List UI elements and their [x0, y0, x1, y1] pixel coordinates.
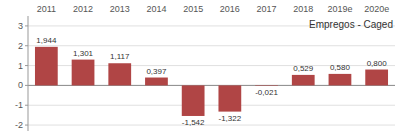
data-label: 0,529	[293, 64, 314, 73]
data-label: -0,021	[255, 88, 278, 97]
bar	[182, 85, 205, 116]
y-tick-label: 3	[18, 21, 23, 31]
bar	[329, 74, 352, 86]
bar	[35, 47, 58, 86]
data-label: 0,580	[330, 63, 351, 72]
grid-line	[28, 105, 395, 106]
chart-container: -2 -1 0 1 2 3 1,944 1,301 1,117 0,397 -1,542 -1,322…	[0, 0, 401, 137]
y-tick-label: -2	[15, 120, 23, 130]
y-tick-label: 1	[18, 61, 23, 71]
x-tick-label: 2020e	[364, 4, 389, 14]
x-tick-label: 2017	[257, 4, 277, 14]
bar	[292, 75, 315, 85]
x-tick-label: 2012	[73, 4, 93, 14]
data-label: -1,322	[219, 114, 242, 123]
x-tick-label: 2011	[37, 4, 56, 14]
data-label: 1,301	[73, 49, 94, 58]
grid-line	[28, 125, 395, 126]
x-tick-label: 2014	[146, 4, 166, 14]
x-tick-label: 2018	[293, 4, 313, 14]
bar	[255, 85, 278, 87]
x-tick-label: 2019e	[327, 4, 352, 14]
y-tick-label: -1	[15, 100, 23, 110]
bar	[145, 78, 168, 86]
bars	[35, 47, 388, 116]
y-tick-label: 2	[18, 41, 23, 51]
data-label: 0,800	[367, 59, 388, 68]
chart: -2 -1 0 1 2 3 1,944 1,301 1,117 0,397 -1,542 -1,322…	[0, 0, 401, 137]
x-tick-label: 2015	[183, 4, 203, 14]
bar	[365, 70, 388, 86]
data-label: -1,542	[182, 118, 205, 127]
data-label: 0,397	[146, 67, 167, 76]
x-tick-label: 2016	[220, 4, 240, 14]
y-tick-label: 0	[18, 80, 23, 90]
x-tick-label: 2013	[110, 4, 130, 14]
title: Empregos - Caged	[309, 19, 393, 30]
data-label: 1,117	[110, 52, 130, 61]
y-axis-line	[28, 16, 29, 131]
data-label: 1,944	[36, 36, 57, 45]
bar	[108, 63, 131, 85]
bar	[218, 85, 241, 111]
grid-line	[28, 45, 395, 46]
bar	[72, 60, 95, 86]
